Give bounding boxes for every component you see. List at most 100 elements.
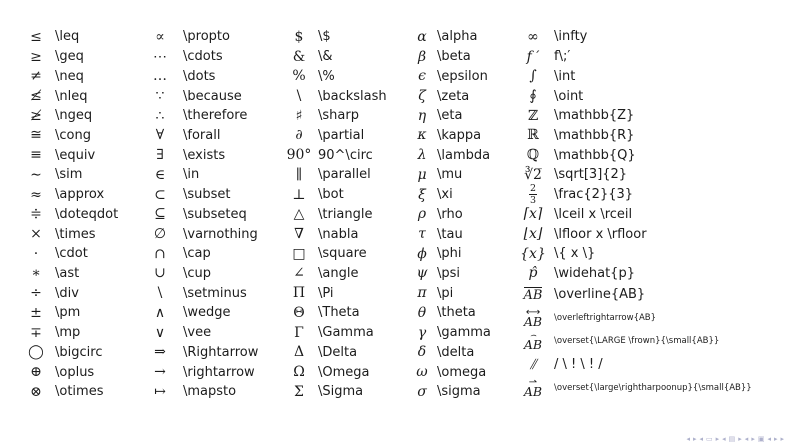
math-symbol: ∪ bbox=[154, 265, 166, 282]
symbol-row: ψ \psi bbox=[407, 264, 491, 284]
symbol-row: Θ \Theta bbox=[280, 303, 387, 323]
latex-command: \lceil x \rceil bbox=[554, 206, 633, 222]
math-symbol: ϕ bbox=[417, 245, 427, 262]
math-symbol: τ bbox=[418, 226, 426, 243]
symbol-row: Γ \Gamma bbox=[280, 323, 387, 343]
latex-command: \overleftrightarrow{AB} bbox=[554, 313, 657, 324]
symbol-row: ⊕ \oplus bbox=[17, 362, 118, 382]
symbol-row: \ \setminus bbox=[137, 283, 258, 303]
math-symbol: ⫽ bbox=[529, 356, 537, 373]
latex-command: \cap bbox=[183, 246, 211, 262]
latex-command: \sim bbox=[55, 167, 83, 183]
latex-command: \Delta bbox=[318, 344, 358, 360]
symbol-row: ≱ \ngeq bbox=[17, 106, 118, 126]
latex-command: \bigcirc bbox=[55, 344, 103, 360]
nav-slide-forward-icon[interactable]: ▸ bbox=[692, 435, 697, 443]
latex-command: \Pi bbox=[318, 285, 334, 301]
latex-command: \bot bbox=[318, 187, 344, 203]
symbol-column-1: ≤ \leq ≥ \geq ≠ \neq ≰ \nleq ≱ \ngeq ≅ \cong ≡ \equiv… bbox=[17, 27, 118, 402]
latex-command: \cdots bbox=[183, 49, 223, 65]
latex-command: / \ ! \ ! / bbox=[554, 357, 603, 373]
math-symbol: × bbox=[30, 226, 42, 243]
math-symbol: {x} bbox=[520, 245, 546, 262]
nav-frame-icon[interactable]: ▭ bbox=[706, 435, 713, 443]
latex-command: \sqrt[3]{2} bbox=[554, 167, 628, 183]
latex-command: \mp bbox=[55, 325, 81, 341]
nav-presentation-forward-icon[interactable]: ▸ bbox=[751, 435, 755, 443]
symbol-row: ≥ \geq bbox=[17, 47, 118, 67]
latex-command: \pm bbox=[55, 305, 81, 321]
math-symbol: Π bbox=[292, 285, 306, 302]
symbol-row: ⌈x⌉ \lceil x \rceil bbox=[512, 204, 752, 224]
fraction-denominator: 3 bbox=[528, 193, 538, 206]
nav-presentation-back-icon[interactable]: ◂ bbox=[744, 435, 749, 443]
nav-appendix-icon[interactable]: ▣ bbox=[757, 435, 765, 443]
math-symbol: ± bbox=[30, 304, 42, 321]
math-symbol: ∓ bbox=[30, 324, 42, 341]
math-symbol: β bbox=[417, 48, 427, 65]
nav-section-forward-icon[interactable]: ▸ bbox=[738, 435, 742, 443]
math-symbol: ∅ bbox=[153, 226, 167, 243]
math-symbol: □ bbox=[292, 245, 306, 262]
latex-command: f\;′ bbox=[554, 49, 571, 65]
math-symbol: ÷ bbox=[30, 285, 42, 302]
latex-command: \rightarrow bbox=[183, 364, 255, 380]
math-symbol: ∇ bbox=[294, 226, 304, 243]
math-symbol: ∛2̅ bbox=[524, 166, 542, 183]
math-symbol: ⇀ AB bbox=[512, 377, 554, 399]
symbol-row: × \times bbox=[17, 224, 118, 244]
nav-last-icon[interactable]: ▸ bbox=[780, 435, 784, 443]
symbol-row: ∩ \cap bbox=[137, 244, 258, 264]
symbol-row: ≰ \nleq bbox=[17, 86, 118, 106]
symbol-row: ↦ \mapsto bbox=[137, 382, 258, 402]
symbol-row: ∂ \partial bbox=[280, 126, 387, 146]
symbol-row: p̂ \widehat{p} bbox=[512, 264, 752, 284]
latex-command: \alpha bbox=[437, 29, 478, 45]
symbol-row: ⊥ \bot bbox=[280, 185, 387, 205]
symbol-row: ♯ \sharp bbox=[280, 106, 387, 126]
math-symbol: △ bbox=[293, 206, 305, 223]
nav-slide-back-icon[interactable]: ◂ bbox=[686, 435, 690, 443]
latex-command: \otimes bbox=[55, 384, 104, 400]
symbol-row: μ \mu bbox=[407, 165, 491, 185]
symbol-row: Π \Pi bbox=[280, 283, 387, 303]
nav-section-back-icon[interactable]: ◂ bbox=[722, 435, 726, 443]
latex-command: \cong bbox=[55, 127, 91, 143]
latex-command: \infty bbox=[554, 29, 588, 45]
latex-command: \phi bbox=[437, 246, 462, 262]
latex-command: \xi bbox=[437, 187, 453, 203]
symbol-row: ∼ \sim bbox=[17, 165, 118, 185]
math-symbol: ⌢ AB bbox=[512, 331, 554, 351]
symbol-row: ∫ \int bbox=[512, 66, 752, 86]
math-symbol: · bbox=[33, 245, 39, 262]
math-symbol: ⌊x⌋ bbox=[523, 226, 543, 243]
math-symbol: ∀ bbox=[155, 127, 165, 144]
latex-command: \dots bbox=[183, 68, 216, 84]
latex-command: \zeta bbox=[437, 88, 470, 104]
latex-command: \omega bbox=[437, 364, 487, 380]
symbol-row: ⊗ \otimes bbox=[17, 382, 118, 402]
symbol-row: σ \sigma bbox=[407, 382, 491, 402]
latex-command: \parallel bbox=[318, 167, 371, 183]
latex-command: \subseteq bbox=[183, 206, 247, 222]
nav-section-icon[interactable]: ▤ bbox=[728, 435, 736, 443]
symbol-row: ≑ \doteqdot bbox=[17, 204, 118, 224]
math-symbol: ≅ bbox=[30, 127, 42, 144]
latex-command: \nabla bbox=[318, 226, 359, 242]
latex-command: \kappa bbox=[437, 127, 482, 143]
symbol-row: ∮ \oint bbox=[512, 86, 752, 106]
nav-back-icon[interactable]: ◂ bbox=[767, 435, 771, 443]
latex-command: \Theta bbox=[318, 305, 360, 321]
base-text: AB bbox=[523, 383, 543, 399]
math-symbol: ∵ bbox=[155, 88, 165, 105]
nav-frame-back-icon[interactable]: ◂ bbox=[699, 435, 703, 443]
math-symbol: ⊕ bbox=[30, 364, 42, 381]
symbol-row: ∴ \therefore bbox=[137, 106, 258, 126]
latex-command: \mathbb{Q} bbox=[554, 147, 636, 163]
nav-frame-forward-icon[interactable]: ▸ bbox=[715, 435, 720, 443]
math-symbol: δ bbox=[417, 344, 427, 361]
nav-forward-icon[interactable]: ▸ bbox=[773, 435, 778, 443]
symbol-row: τ \tau bbox=[407, 224, 491, 244]
math-symbol: Θ bbox=[293, 304, 305, 321]
math-symbol: ∼ bbox=[30, 166, 42, 183]
